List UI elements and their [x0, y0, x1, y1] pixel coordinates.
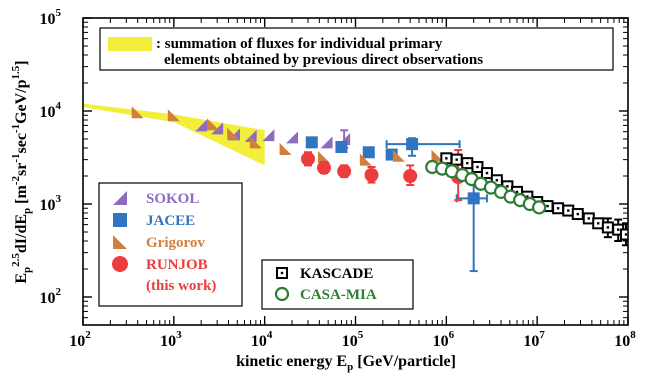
y-tick-label: 104 [40, 100, 62, 121]
series-kascade [440, 152, 628, 247]
legend-label-runjob-sub: (this work) [146, 278, 216, 294]
data-point [364, 168, 379, 183]
series-runjob [301, 149, 466, 202]
legend-marker-casa-mia [274, 286, 290, 302]
data-point [467, 192, 480, 205]
plot-frame [82, 17, 629, 326]
data-point [262, 129, 275, 142]
data-point [362, 146, 375, 159]
data-point [562, 204, 575, 217]
data-point [279, 143, 292, 156]
data-point [552, 202, 565, 215]
series-sokol [195, 119, 351, 150]
series-casa-mia [425, 159, 547, 215]
legend-label-casa-mia: CASA-MIA [300, 287, 377, 303]
data-point [531, 200, 547, 215]
x-tick-label: 106 [433, 329, 455, 350]
data-point [337, 164, 352, 179]
legend-label-grigorov: Grigorov [146, 235, 205, 251]
data-point [131, 106, 144, 119]
data-point [619, 228, 628, 241]
data-point [167, 109, 180, 122]
legend-marker-grigorov [113, 235, 127, 249]
data-point [211, 122, 224, 135]
data-point [392, 149, 405, 162]
legend-label-jacee: JACEE [146, 213, 195, 229]
data-point [227, 127, 240, 140]
x-tick-label: 105 [342, 329, 364, 350]
data-point [461, 157, 474, 170]
data-point [318, 151, 331, 164]
x-tick-label: 108 [614, 329, 636, 350]
data-point [317, 160, 332, 175]
band-note-line2: elements obtained by previous direct obs… [164, 52, 483, 68]
series-grigorov [131, 106, 444, 166]
data-point [244, 129, 257, 142]
data-point [480, 167, 493, 180]
band-swatch [108, 37, 152, 51]
data-point [359, 153, 372, 166]
x-tick-label: 107 [523, 329, 545, 350]
data-point [571, 208, 584, 221]
data-point [286, 131, 299, 144]
legend-label-kascade: KASCADE [300, 266, 373, 282]
x-tick-label: 103 [160, 329, 182, 350]
y-axis-label: Ep2.5dI/dEp [m-2sr-1sec-1GeV/p1.5] [10, 60, 33, 283]
data-point [450, 153, 463, 166]
x-tick-label: 104 [251, 329, 273, 350]
legend-marker-jacee [113, 213, 127, 227]
data-point [195, 119, 208, 132]
data-point [207, 118, 220, 131]
data-point [592, 217, 605, 230]
data-point [305, 136, 318, 149]
y-tick-label: 102 [40, 286, 62, 307]
band-note-line1: : summation of fluxes for individual pri… [156, 36, 443, 52]
x-axis-label: kinetic energy Ep [GeV/particle] [236, 353, 456, 373]
data-point [320, 136, 333, 149]
svg-text:: summation of fluxes for indi: : summation of fluxes for individual pri… [156, 36, 483, 68]
data-point [301, 151, 316, 166]
legend-marker-kascade [276, 267, 288, 279]
data-point [403, 169, 418, 184]
legend-marker-sokol [113, 191, 127, 205]
legend-label-runjob: RUNJOB [146, 257, 208, 273]
data-point [471, 160, 484, 173]
legend-right: KASCADE CASA-MIA [261, 259, 414, 310]
band-annotation: : summation of fluxes for individual pri… [99, 27, 614, 71]
y-tick-label: 103 [40, 193, 62, 214]
legend-marker-runjob [112, 256, 128, 272]
data-point [406, 138, 419, 151]
y-tick-label: 105 [40, 7, 62, 28]
data-point [249, 136, 262, 149]
data-point [335, 141, 348, 154]
x-tick-label: 102 [69, 329, 91, 350]
data-point [601, 221, 614, 234]
legend-left: SOKOL JACEE Grigorov RUNJOB (this work) [98, 182, 243, 307]
legend-label-sokol: SOKOL [146, 191, 199, 207]
